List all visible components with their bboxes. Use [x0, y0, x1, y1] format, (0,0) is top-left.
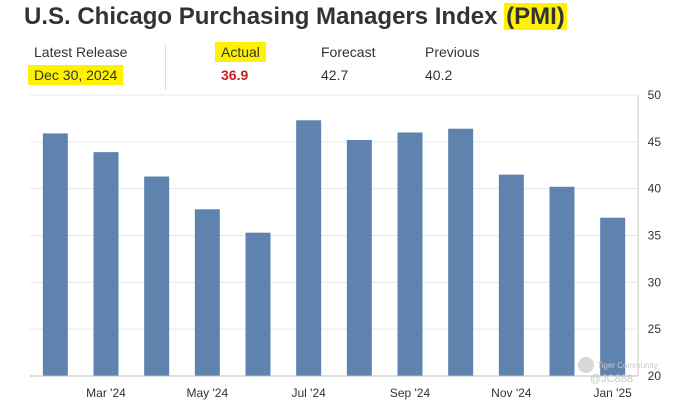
watermark: Tiger Community @JC888 [578, 357, 658, 385]
bar-Jul '24 [296, 120, 322, 376]
y-tick-label: 35 [648, 229, 662, 243]
bar-Mar '24 [93, 152, 119, 376]
bar-Jun '24 [245, 232, 271, 376]
bar-Jan '25 [600, 217, 626, 376]
x-tick-label: May '24 [187, 386, 229, 400]
y-tick-label: 50 [648, 88, 662, 102]
watermark-line2: @JC888 [590, 373, 633, 385]
forecast-label: Forecast [321, 44, 376, 60]
previous-value: 40.2 [425, 67, 453, 83]
latest-release-date: Dec 30, 2024 [28, 65, 124, 85]
actual-label: Actual [215, 42, 266, 62]
previous-label: Previous [425, 44, 480, 60]
x-tick-label: Nov '24 [491, 386, 532, 400]
chart-bars [42, 120, 626, 376]
forecast-stat: Forecast 42.7 [321, 44, 375, 83]
bar-Sep '24 [397, 132, 423, 376]
y-axis-ticks: 20 25 30 35 40 45 50 [648, 88, 662, 383]
y-tick-label: 30 [648, 275, 662, 289]
bar-Feb '24 [42, 133, 68, 376]
x-axis-ticks: Mar '24 May '24 Jul '24 Sep '24 Nov '24 Jan '… [86, 386, 632, 400]
bar-Dec '24 [549, 186, 575, 376]
bar-May '24 [194, 209, 220, 376]
chart-grid [30, 94, 638, 377]
bar-Apr '24 [144, 176, 170, 376]
page-title: U.S. Chicago Purchasing Managers Index (… [24, 3, 567, 31]
actual-value: 36.9 [221, 67, 249, 83]
watermark-line1: Tiger Community [597, 360, 658, 370]
chart-axes [30, 95, 639, 377]
previous-stat: Previous 40.2 [425, 44, 479, 83]
y-tick-label: 45 [648, 135, 662, 149]
x-tick-label: Jan '25 [594, 386, 633, 400]
x-tick-label: Jul '24 [292, 386, 327, 400]
bar-Aug '24 [346, 139, 372, 376]
bar-Nov '24 [498, 174, 524, 376]
tiger-logo-icon [578, 357, 594, 373]
y-tick-label: 20 [648, 369, 662, 383]
actual-label-text: Actual [215, 42, 266, 62]
x-tick-label: Mar '24 [86, 386, 126, 400]
latest-release-value: Dec 30, 2024 [28, 65, 127, 85]
y-tick-label: 40 [648, 182, 662, 196]
stats-divider [165, 45, 166, 90]
title-main: U.S. Chicago Purchasing Managers Index [24, 3, 505, 30]
actual-stat: Actual 36.9 [215, 42, 266, 83]
x-tick-label: Sep '24 [390, 386, 431, 400]
forecast-value: 42.7 [321, 67, 349, 83]
y-tick-label: 25 [648, 322, 662, 336]
latest-release-label: Latest Release [34, 44, 128, 60]
title-highlight: (PMI) [504, 3, 567, 30]
bar-Oct '24 [448, 128, 474, 376]
latest-release-stat: Latest Release Dec 30, 2024 [28, 44, 128, 85]
